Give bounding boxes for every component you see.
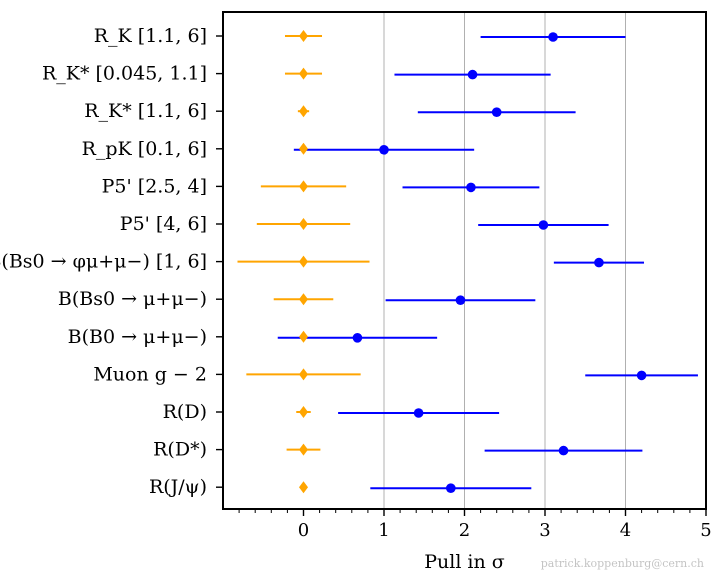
sm-prediction-marker — [299, 443, 308, 456]
category-label: R(D) — [163, 401, 207, 423]
sm-prediction-marker — [299, 368, 308, 381]
category-label: R(D*) — [153, 439, 207, 461]
measurement-marker — [636, 370, 647, 381]
x-tick-label: 0 — [298, 520, 309, 541]
category-label: P5' [4, 6] — [120, 213, 207, 235]
sm-prediction-marker — [299, 30, 308, 42]
x-tick-label: 2 — [459, 520, 470, 541]
category-label: Muon g − 2 — [93, 363, 207, 385]
sm-prediction-marker — [299, 255, 308, 268]
measurement-marker — [413, 408, 424, 418]
y-axis-labels: R_K [1.1, 6] R_K* [0.045, 1.1] R_K* [1.1, … — [0, 25, 207, 498]
measurement-marker — [558, 445, 569, 456]
x-axis-label: Pull in σ — [424, 551, 505, 573]
sm-prediction-marker — [299, 481, 308, 494]
y-axis-ticks — [216, 35, 223, 488]
x-axis-ticks: 0 1 2 3 4 5 — [238, 509, 712, 541]
measurement-marker — [594, 257, 604, 268]
data-markers — [299, 30, 647, 494]
sm-prediction-marker — [299, 406, 308, 418]
measurement-marker — [455, 295, 466, 306]
measurement-marker — [466, 182, 476, 193]
category-label: R(J/ψ) — [149, 476, 207, 498]
category-label: B(Bs0 → φμ+μ−) [1, 6] — [0, 251, 207, 273]
measurement-marker — [548, 32, 558, 42]
sm-prediction-marker — [299, 142, 308, 155]
measurement-marker — [491, 107, 502, 117]
sm-prediction-marker — [299, 293, 308, 306]
sm-prediction-marker — [299, 180, 308, 193]
category-label: R_K* [0.045, 1.1] — [42, 63, 207, 85]
measurement-marker — [379, 145, 389, 155]
measurement-marker — [352, 333, 363, 343]
grid-lines — [383, 12, 626, 509]
category-label: P5' [2.5, 4] — [102, 175, 207, 197]
category-label: B(B0 → μ+μ−) — [68, 326, 207, 348]
x-tick-label: 4 — [620, 520, 631, 541]
category-label: R_K [1.1, 6] — [94, 25, 207, 47]
x-tick-label: 5 — [700, 520, 711, 541]
x-tick-label: 3 — [539, 520, 550, 541]
category-label: R_K* [1.1, 6] — [84, 100, 207, 122]
sm-prediction-marker — [299, 67, 308, 80]
measurement-marker — [538, 220, 549, 230]
credit-text: patrick.koppenburg@cern.ch — [541, 557, 704, 570]
measurement-marker — [446, 483, 456, 494]
measurement-marker — [467, 69, 478, 80]
sm-prediction-marker — [299, 218, 308, 230]
x-tick-label: 1 — [378, 520, 389, 541]
category-label: B(Bs0 → μ+μ−) — [58, 288, 207, 310]
category-label: R_pK [0.1, 6] — [82, 138, 207, 160]
sm-prediction-marker — [299, 330, 308, 343]
sm-prediction-marker — [299, 105, 308, 118]
